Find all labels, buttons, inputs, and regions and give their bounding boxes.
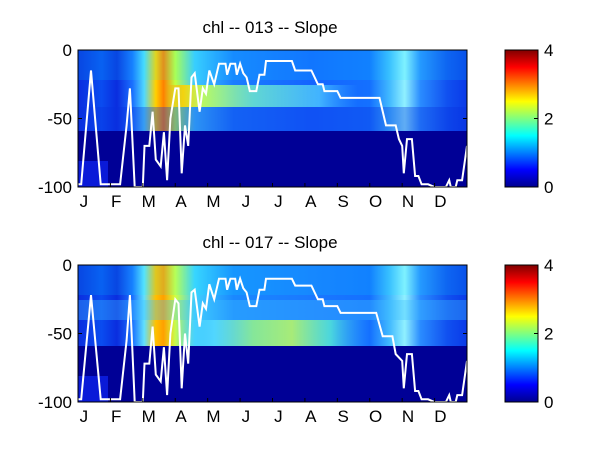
x-tick-label: J xyxy=(274,407,283,426)
x-tick-label: N xyxy=(402,407,414,426)
x-tick-label: N xyxy=(402,192,414,211)
colorbar: 4 2 0 xyxy=(504,41,553,197)
x-tick-label: M xyxy=(206,407,220,426)
x-tick-label: D xyxy=(434,407,446,426)
heatmap-upper-band xyxy=(78,265,467,295)
heatmap-area xyxy=(78,265,467,402)
x-tick-label: M xyxy=(142,192,156,211)
x-tick-label: J xyxy=(80,407,89,426)
contour-line xyxy=(78,60,468,188)
colorbar-tick-label: 2 xyxy=(544,325,553,344)
chart-title: chl -- 013 -- Slope xyxy=(202,18,337,37)
y-tick-label: -100 xyxy=(38,178,72,197)
x-tick-label: J xyxy=(242,407,251,426)
colorbar-tick-label: 4 xyxy=(544,256,553,275)
x-tick-label: S xyxy=(337,407,348,426)
x-tick-label: M xyxy=(206,192,220,211)
x-tick-label: F xyxy=(111,192,121,211)
heatmap-upper-band xyxy=(78,50,467,80)
x-tick-label: A xyxy=(175,407,187,426)
x-tick-label: A xyxy=(305,407,317,426)
colorbar-ticks: 4 2 0 xyxy=(534,256,553,412)
colorbar: 4 2 0 xyxy=(504,256,553,412)
heatmap-mid-band xyxy=(78,85,467,107)
x-tick-label: O xyxy=(369,192,382,211)
y-tick-label: -50 xyxy=(47,110,72,129)
heatmap-area xyxy=(78,50,467,187)
x-tick-label: J xyxy=(242,192,251,211)
heatmap-lower-band xyxy=(78,320,467,346)
x-tick-label: A xyxy=(305,192,317,211)
y-tick-label: 0 xyxy=(63,41,72,60)
x-tick-label: O xyxy=(369,407,382,426)
colorbar-gradient xyxy=(504,264,539,403)
y-axis: 0 -50 -100 xyxy=(38,256,467,412)
heatmap-lower-band xyxy=(78,107,467,131)
y-tick-label: -100 xyxy=(38,393,72,412)
y-tick-label: 0 xyxy=(63,256,72,275)
heatmap-mid-band xyxy=(78,300,467,320)
colorbar-tick-label: 0 xyxy=(544,178,553,197)
chart-title: chl -- 017 -- Slope xyxy=(202,233,337,252)
y-tick-label: -50 xyxy=(47,325,72,344)
x-tick-label: M xyxy=(142,407,156,426)
colorbar-tick-label: 0 xyxy=(544,393,553,412)
x-tick-label: F xyxy=(111,407,121,426)
x-tick-label: S xyxy=(337,192,348,211)
x-tick-label: D xyxy=(434,192,446,211)
x-tick-label: A xyxy=(175,192,187,211)
colorbar-gradient xyxy=(504,49,539,188)
y-axis: 0 -50 -100 xyxy=(38,41,467,197)
colorbar-tick-label: 4 xyxy=(544,41,553,60)
colorbar-tick-label: 2 xyxy=(544,110,553,129)
contour-line xyxy=(78,275,468,403)
x-tick-label: J xyxy=(274,192,283,211)
colorbar-ticks: 4 2 0 xyxy=(534,41,553,197)
x-tick-label: J xyxy=(80,192,89,211)
